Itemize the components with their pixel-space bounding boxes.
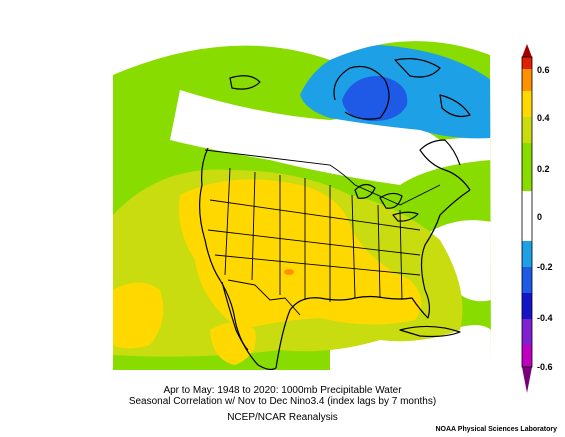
field-near-zero-north — [170, 90, 491, 185]
caption-line-2: Seasonal Correlation w/ Nov to Dec Nino3… — [128, 396, 437, 407]
colorbar-tick-label: -0.6 — [537, 362, 553, 372]
caption-line-3: NCEP/NCAR Reanalysis — [227, 412, 338, 423]
colorbar-segment — [522, 319, 532, 345]
colorbar-segment — [522, 57, 532, 69]
caption-line-1: Apr to May: 1948 to 2020: 1000mb Precipi… — [163, 385, 402, 396]
political-boundaries — [204, 149, 441, 316]
colorbar-segment — [522, 191, 532, 241]
field-positive-strong-core — [179, 179, 422, 330]
field-negative-mid — [342, 75, 408, 122]
field-near-zero-east — [425, 220, 491, 302]
colorbar-segment — [522, 241, 532, 267]
field-positive-max — [284, 269, 294, 275]
colorbar-segment — [522, 143, 532, 167]
colorbar-tick-label: 0.6 — [537, 65, 550, 75]
colorbar-segment — [522, 117, 532, 143]
correlation-field — [113, 41, 491, 371]
colorbar-segment — [522, 69, 532, 91]
colorbar-outline — [521, 56, 533, 368]
colorbar-segment — [522, 91, 532, 117]
field-near-zero-south — [330, 325, 491, 370]
coastlines — [199, 58, 471, 371]
colorbar-top-arrow — [522, 44, 532, 57]
field-positive-strong-mexico — [210, 322, 256, 365]
colorbar-segment — [522, 167, 532, 191]
colorbar-segment — [522, 267, 532, 293]
colorbar-segment — [522, 345, 532, 367]
colorbar-tick-label: 0.2 — [537, 164, 550, 174]
colorbar-bottom-arrow — [522, 367, 532, 393]
colorbar-tick-label: -0.2 — [537, 262, 553, 272]
colorbar-segment — [522, 293, 532, 319]
colorbar-tick-label: 0 — [537, 212, 542, 222]
field-positive-strong-west — [113, 282, 164, 349]
colorbar-tick-label: -0.4 — [537, 313, 553, 323]
credit-label: NOAA Physical Sciences Laboratory — [435, 426, 557, 433]
colorbar-tick-label: 0.4 — [537, 113, 550, 123]
colorbar: 0.6 0.4 0.2 0 -0.2 -0.4 -0.6 — [521, 44, 553, 393]
